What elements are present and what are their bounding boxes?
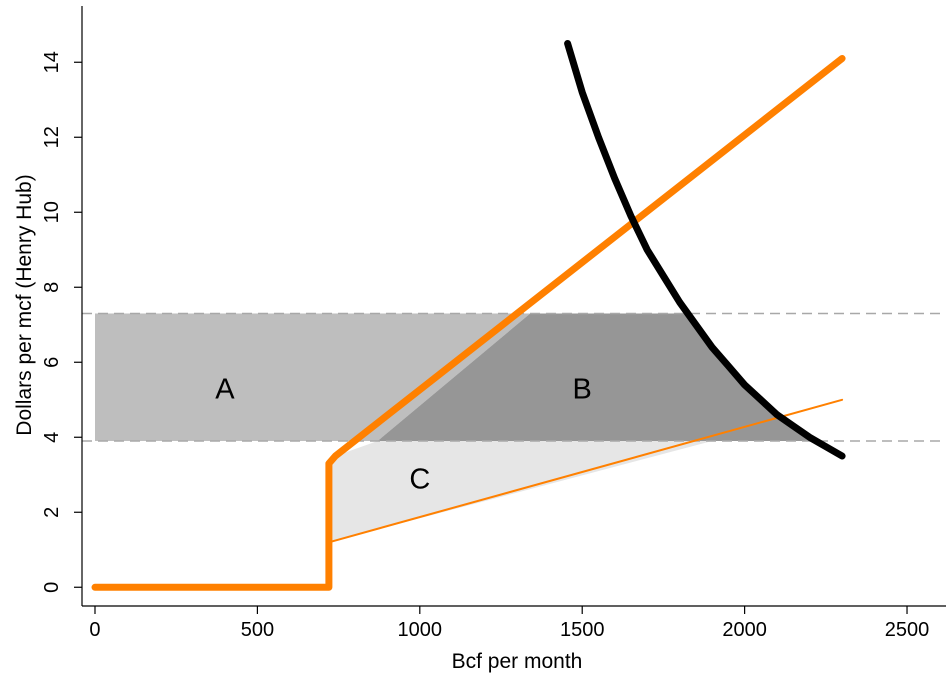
y-tick-label: 6 <box>41 357 63 368</box>
series-line-2 <box>327 398 844 544</box>
y-tick-label: 2 <box>41 507 63 518</box>
x-tick-label: 2500 <box>885 619 930 641</box>
axes <box>81 6 946 607</box>
y-tick-label: 14 <box>41 51 63 73</box>
series-lines <box>91 40 846 591</box>
y-tick-label: 0 <box>41 582 63 593</box>
series-line-1 <box>91 55 846 591</box>
region-label-a: A <box>215 374 235 406</box>
x-tick-label: 500 <box>241 619 274 641</box>
y-tick-label: 4 <box>41 432 63 443</box>
x-tick-label: 2000 <box>722 619 767 641</box>
x-tick-label: 1500 <box>560 619 605 641</box>
x-tick-label: 0 <box>89 619 100 641</box>
y-axis-ticks: 0 2 4 6 8 10 12 14 <box>41 51 82 593</box>
region-label-c: C <box>409 464 430 496</box>
region-label-b: B <box>573 374 592 406</box>
y-tick-label: 8 <box>41 282 63 293</box>
y-tick-label: 12 <box>41 126 63 148</box>
region-labels: A B C <box>215 374 592 496</box>
y-tick-label: 10 <box>41 201 63 223</box>
x-tick-label: 1000 <box>398 619 443 641</box>
region-c <box>328 441 713 543</box>
series-line-3 <box>564 40 846 460</box>
y-axis-title: Dollars per mcf (Henry Hub) <box>13 174 36 435</box>
x-axis-title: Bcf per month <box>452 650 583 673</box>
region-a <box>95 313 531 441</box>
x-axis-ticks: 0 500 1000 1500 2000 2500 <box>89 606 929 641</box>
